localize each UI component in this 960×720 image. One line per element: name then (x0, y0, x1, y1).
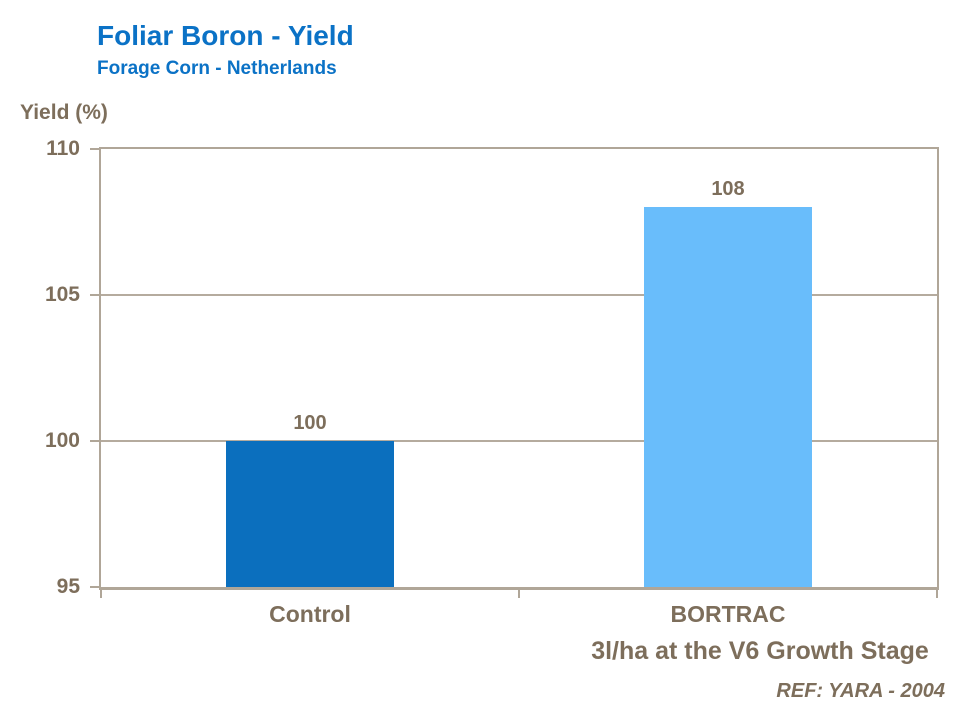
x-axis-tick-0 (100, 588, 102, 598)
plot-area (90, 147, 939, 590)
x-axis-sublabel-bortrac: 3l/ha at the V6 Growth Stage (591, 637, 929, 665)
chart-subtitle: Forage Corn - Netherlands (97, 58, 337, 79)
bar-bortrac (644, 207, 812, 587)
y-axis-tick-label: 95 (56, 575, 80, 598)
y-axis-tick-110 (90, 148, 99, 150)
gridline-105 (101, 294, 937, 296)
reference-note: REF: YARA - 2004 (776, 680, 945, 702)
y-axis-title: Yield (%) (20, 101, 108, 124)
bar-value-label: 100 (293, 412, 327, 434)
y-axis-tick-100 (90, 440, 99, 442)
bar-value-label: 108 (711, 178, 745, 201)
bar-control (226, 441, 394, 587)
x-axis-label-bortrac: BORTRAC (670, 601, 786, 627)
y-axis-tick-label: 100 (44, 429, 80, 452)
x-axis-tick-1 (518, 588, 520, 598)
gridline-100 (101, 440, 937, 442)
y-axis-tick-label: 105 (44, 283, 80, 306)
y-axis-tick-label: 110 (46, 137, 80, 160)
y-axis-tick-105 (90, 294, 99, 296)
x-axis-label-control: Control (269, 601, 351, 627)
y-axis-tick-95 (90, 586, 99, 588)
x-axis-tick-2 (936, 588, 938, 598)
chart-title: Foliar Boron - Yield (97, 20, 354, 51)
